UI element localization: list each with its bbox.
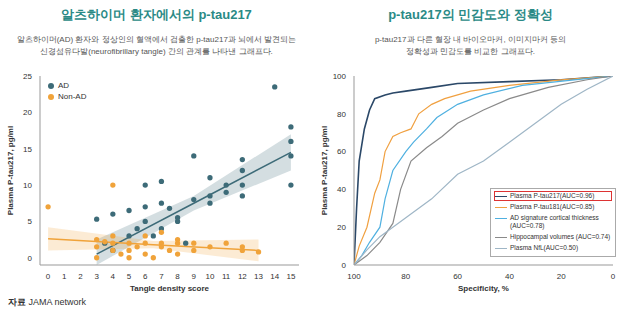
- svg-text:12: 12: [238, 272, 247, 281]
- svg-text:Plasma P-tau217, pg/ml: Plasma P-tau217, pg/ml: [320, 126, 329, 215]
- html-text:Plasma P-tau181(AUC=0.85): Plasma P-tau181(AUC=0.85): [510, 203, 595, 210]
- svg-text:11: 11: [222, 272, 231, 281]
- svg-text:6: 6: [143, 272, 148, 281]
- html-text:Plasma P-tau217(AUC=0.96): Plasma P-tau217(AUC=0.96): [510, 192, 595, 199]
- svg-text:14: 14: [270, 272, 279, 281]
- svg-text:15: 15: [286, 272, 295, 281]
- svg-text:1: 1: [62, 272, 67, 281]
- svg-text:9: 9: [192, 272, 197, 281]
- svg-text:60: 60: [453, 272, 462, 281]
- html-text:자료 JAMA network: 자료 JAMA network: [8, 297, 86, 307]
- svg-text:80: 80: [337, 110, 346, 119]
- svg-text:20: 20: [337, 223, 346, 232]
- svg-text:5: 5: [28, 217, 33, 226]
- svg-text:0: 0: [28, 254, 33, 263]
- svg-text:20: 20: [557, 272, 566, 281]
- html-text:정확성과 민감도를 비교한 그래프다.: 정확성과 민감도를 비교한 그래프다.: [406, 47, 535, 56]
- html-text:Hippocampal volumes (AUC=0.74): Hippocampal volumes (AUC=0.74): [510, 233, 611, 240]
- svg-text:40: 40: [337, 185, 346, 194]
- svg-text:2: 2: [78, 272, 83, 281]
- svg-text:20: 20: [23, 108, 32, 117]
- svg-text:13: 13: [254, 272, 263, 281]
- svg-text:0: 0: [342, 261, 347, 270]
- svg-text:80: 80: [401, 272, 410, 281]
- svg-text:7: 7: [159, 272, 164, 281]
- svg-text:60: 60: [337, 147, 346, 156]
- html-text:Non-AD: Non-AD: [58, 92, 87, 101]
- html-text:알츠하이머 환자에서의 p-tau217: 알츠하이머 환자에서의 p-tau217: [61, 7, 252, 22]
- svg-text:100: 100: [347, 272, 361, 281]
- svg-text:4: 4: [111, 272, 116, 281]
- svg-text:0: 0: [611, 272, 616, 281]
- svg-text:100: 100: [333, 72, 347, 81]
- svg-text:5: 5: [127, 272, 132, 281]
- html-text:AD: AD: [58, 81, 70, 90]
- html-text:Plasma NfL(AUC=0.50): Plasma NfL(AUC=0.50): [510, 244, 579, 251]
- svg-text:8: 8: [175, 272, 180, 281]
- svg-text:0: 0: [46, 272, 51, 281]
- svg-text:3: 3: [94, 272, 99, 281]
- html-text:p-tau217과 다른 혈장 내 바이오마커, 이미지마커: p-tau217과 다른 혈장 내 바이오마커, 이미지마커 등의: [374, 35, 567, 44]
- svg-text:Plasma P-tau217, pg/ml: Plasma P-tau217, pg/ml: [8, 126, 15, 215]
- html-text:p-tau217의 민감도와 정확성: p-tau217의 민감도와 정확성: [388, 7, 553, 22]
- html-text:알츠하이머(AD) 환자와 정상인의 혈액에서 검출한 p-: 알츠하이머(AD) 환자와 정상인의 혈액에서 검출한 p-tau217과 뇌에…: [16, 35, 297, 44]
- svg-text:25: 25: [23, 72, 32, 81]
- svg-text:15: 15: [23, 145, 32, 154]
- svg-text:10: 10: [23, 181, 32, 190]
- html-text:AD signature cortical thicknes: AD signature cortical thickness (AUC=0.7…: [510, 214, 599, 229]
- svg-text:40: 40: [505, 272, 514, 281]
- svg-text:Tangle density score: Tangle density score: [130, 284, 210, 293]
- svg-text:Specificity, %: Specificity, %: [458, 284, 509, 293]
- svg-text:10: 10: [206, 272, 215, 281]
- html-text:신경섬유다발(neurofibrillary tangle): 신경섬유다발(neurofibrillary tangle) 간의 관계를 나타…: [40, 47, 273, 56]
